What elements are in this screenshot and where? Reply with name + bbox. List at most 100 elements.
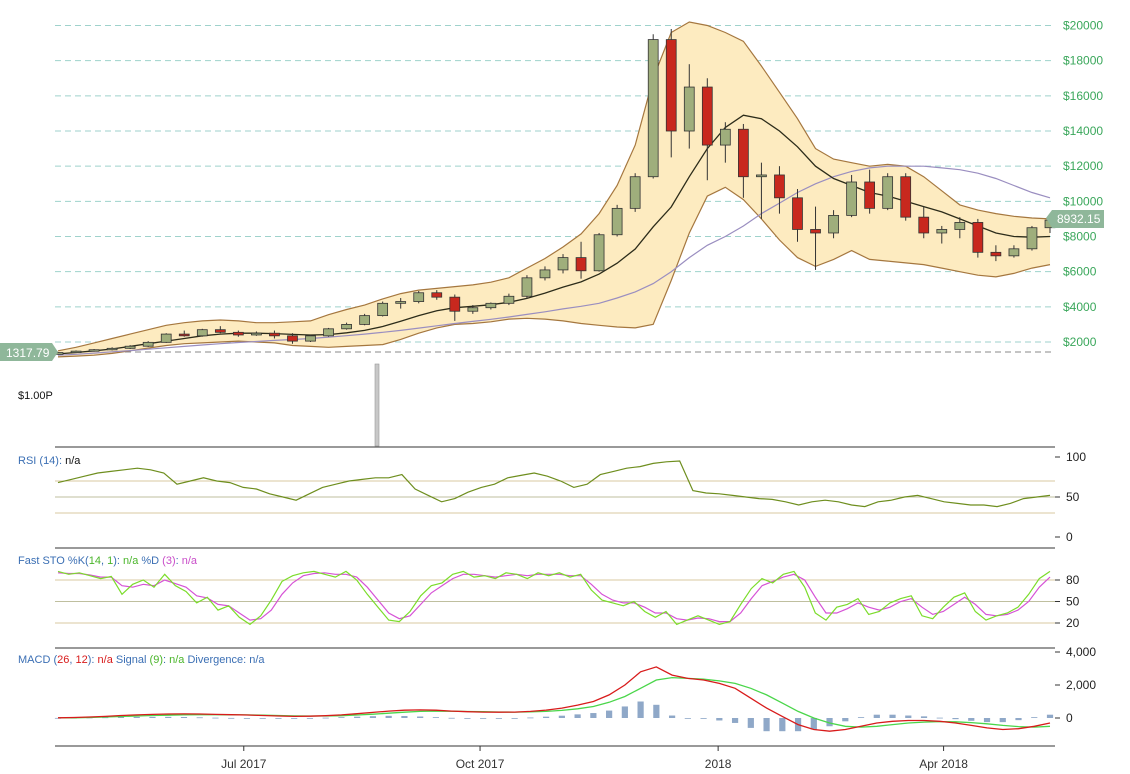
sto-legend-param2: 1	[107, 555, 113, 567]
last-price-marker: 8932.15	[1046, 210, 1104, 228]
rsi-legend-name: RSI	[18, 455, 36, 467]
candle-up	[593, 234, 605, 272]
sto-legend-k-value: n/a	[123, 555, 139, 567]
candle-down	[900, 176, 912, 218]
sto-legend-paren: (	[85, 555, 89, 567]
candle-up	[719, 128, 731, 146]
macd-legend-param2: 12	[76, 654, 88, 666]
macd-signal-line	[57, 676, 1051, 728]
sto-legend-d-params: (3)	[162, 555, 175, 567]
macd-legend-signal-params: (9)	[150, 654, 163, 666]
price-axis: $2000 $4000 $6000 $8000 $10000 $12000 $14000 $1…	[1063, 19, 1103, 349]
first-price-label: 1317.79	[6, 346, 50, 360]
divergence-bar	[731, 718, 739, 723]
divergence-bar	[259, 718, 266, 719]
divergence-bar	[574, 714, 581, 718]
time-axis: Jul 2017 Oct 2017 2018 Apr 2018	[55, 745, 1055, 771]
rsi-tick-label: 0	[1066, 530, 1073, 544]
rsi-legend-params: (14)	[39, 455, 59, 467]
sto-legend-paren: )	[113, 555, 117, 567]
macd-legend-comma: ,	[69, 654, 72, 666]
sma-slow-line	[57, 165, 1051, 356]
candle-down	[575, 257, 587, 272]
price-tick-label: $16000	[1063, 89, 1103, 103]
divergence-bar	[401, 716, 408, 718]
divergence-bar	[621, 706, 628, 718]
candle-down	[287, 335, 298, 342]
candle-up	[756, 174, 767, 178]
macd-legend-divergence-name: Divergence	[187, 654, 243, 666]
candle-up	[70, 350, 82, 354]
macd-tick-label: 2,000	[1066, 678, 1096, 692]
sto-tick-label: 50	[1066, 595, 1080, 609]
macd-legend-sep: :	[91, 654, 94, 666]
divergence-bar	[873, 714, 880, 718]
divergence-bar	[196, 717, 203, 719]
candle-up	[882, 176, 894, 209]
macd-legend-param1: 26	[57, 654, 69, 666]
macd-tick-label: 4,000	[1066, 645, 1096, 659]
divergence-bar	[700, 718, 707, 719]
sto-tick-label: 80	[1066, 573, 1080, 587]
divergence-bar	[464, 718, 471, 719]
candles	[52, 29, 1056, 355]
macd-line	[57, 666, 1051, 732]
candle-up	[647, 39, 659, 178]
candle-down	[269, 332, 280, 337]
candle-up	[251, 332, 262, 336]
divergence-bar	[527, 717, 534, 719]
price-tick-label: $10000	[1063, 194, 1103, 208]
divergence-bar	[684, 718, 691, 719]
divergence-bar	[952, 718, 959, 720]
candle-up	[557, 257, 569, 271]
divergence-bar	[779, 718, 786, 732]
sto-k-line	[57, 570, 1051, 626]
divergence-bar	[385, 715, 392, 718]
divergence-bar	[810, 718, 817, 730]
volume-pane: $1.00P	[18, 363, 380, 447]
divergence-bar	[511, 718, 518, 719]
candle-up	[521, 277, 533, 297]
rsi-legend-sep: :	[59, 455, 62, 467]
candle-down	[774, 174, 785, 199]
time-axis-ticks: Jul 2017 Oct 2017 2018 Apr 2018	[221, 746, 968, 771]
time-tick-label: 2018	[705, 757, 732, 771]
divergence-bar	[637, 701, 644, 718]
divergence-bar	[495, 718, 502, 719]
divergence-bar	[54, 717, 62, 719]
divergence-bar	[653, 704, 660, 718]
macd-divergence-histogram	[54, 701, 1054, 732]
candle-up	[936, 229, 948, 234]
divergence-bar	[1046, 714, 1054, 718]
divergence-bar	[354, 716, 361, 718]
sto-legend-sep: :	[176, 555, 179, 567]
divergence-bar	[291, 718, 298, 719]
candle-up	[142, 341, 154, 347]
candle-up	[196, 329, 208, 337]
divergence-bar	[275, 718, 282, 719]
candle-up	[485, 302, 497, 309]
divergence-bar	[212, 717, 219, 719]
sto-legend-d-value: n/a	[182, 555, 198, 567]
sto-axis: 80 50 20	[1055, 573, 1080, 630]
sto-tick-label: 20	[1066, 616, 1080, 630]
divergence-bar	[228, 717, 235, 719]
rsi-axis: 100 50 0	[1055, 450, 1086, 544]
first-price-marker: 1317.79	[0, 343, 58, 361]
candle-up	[629, 176, 641, 209]
rsi-legend: RSI (14): n/a	[18, 455, 81, 467]
macd-legend-signal-value: n/a	[169, 654, 185, 666]
divergence-bar	[417, 716, 424, 718]
candle-up	[413, 292, 425, 302]
divergence-bar	[590, 713, 597, 718]
candle-down	[810, 229, 821, 234]
macd-axis: 4,000 2,000 0	[1055, 645, 1096, 725]
candle-down	[972, 222, 984, 253]
candle-up	[467, 307, 479, 312]
divergence-bar	[857, 717, 865, 718]
rsi-tick-label: 100	[1066, 450, 1086, 464]
candle-up	[683, 86, 695, 132]
candle-up	[305, 335, 316, 342]
price-tick-label: $2000	[1063, 335, 1097, 349]
